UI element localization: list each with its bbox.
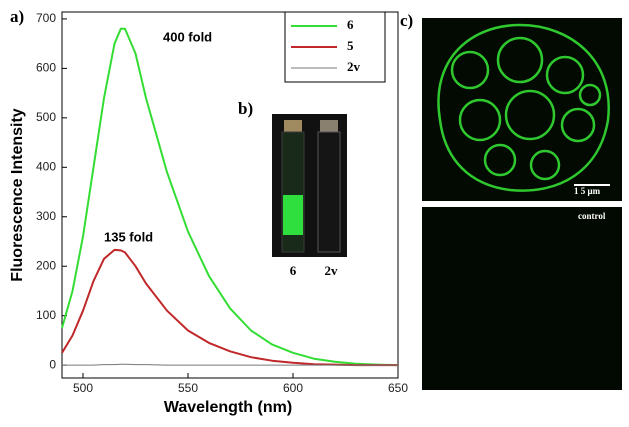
cell-image — [422, 18, 622, 390]
y-tick-label: 200 — [36, 258, 56, 272]
y-tick-label: 500 — [36, 110, 56, 124]
annotation: 135 fold — [104, 229, 153, 244]
x-tick-label: 500 — [73, 381, 93, 395]
y-tick-label: 700 — [36, 11, 56, 25]
photo-label: 2v — [325, 263, 339, 278]
legend-label: 5 — [347, 38, 354, 53]
annotation: 400 fold — [163, 29, 212, 44]
series-line — [61, 27, 399, 367]
image-label: control — [578, 211, 606, 221]
series-line — [62, 363, 398, 366]
y-tick-label: 600 — [36, 61, 56, 75]
y-axis-label: Fluorescence Intensity — [9, 108, 26, 281]
y-tick-label: 400 — [36, 159, 56, 173]
scale-bar-label: 1 5 μm — [574, 186, 601, 196]
y-tick-label: 100 — [36, 308, 56, 322]
y-tick-label: 0 — [49, 357, 56, 371]
x-tick-label: 600 — [283, 381, 303, 395]
photo-label: 6 — [290, 263, 297, 278]
panel-label: a) — [10, 7, 24, 26]
x-tick-label: 550 — [178, 381, 198, 395]
y-tick-label: 300 — [36, 209, 56, 223]
legend-label: 6 — [347, 17, 354, 32]
panel-label: b) — [238, 99, 253, 118]
legend-label: 2v — [347, 59, 361, 74]
x-axis-label: Wavelength (nm) — [164, 399, 292, 416]
panel-label: c) — [400, 11, 413, 30]
x-tick-label: 650 — [388, 381, 408, 395]
series-line — [61, 248, 398, 367]
cuvette-photo — [272, 114, 347, 257]
plot-frame — [61, 11, 399, 379]
